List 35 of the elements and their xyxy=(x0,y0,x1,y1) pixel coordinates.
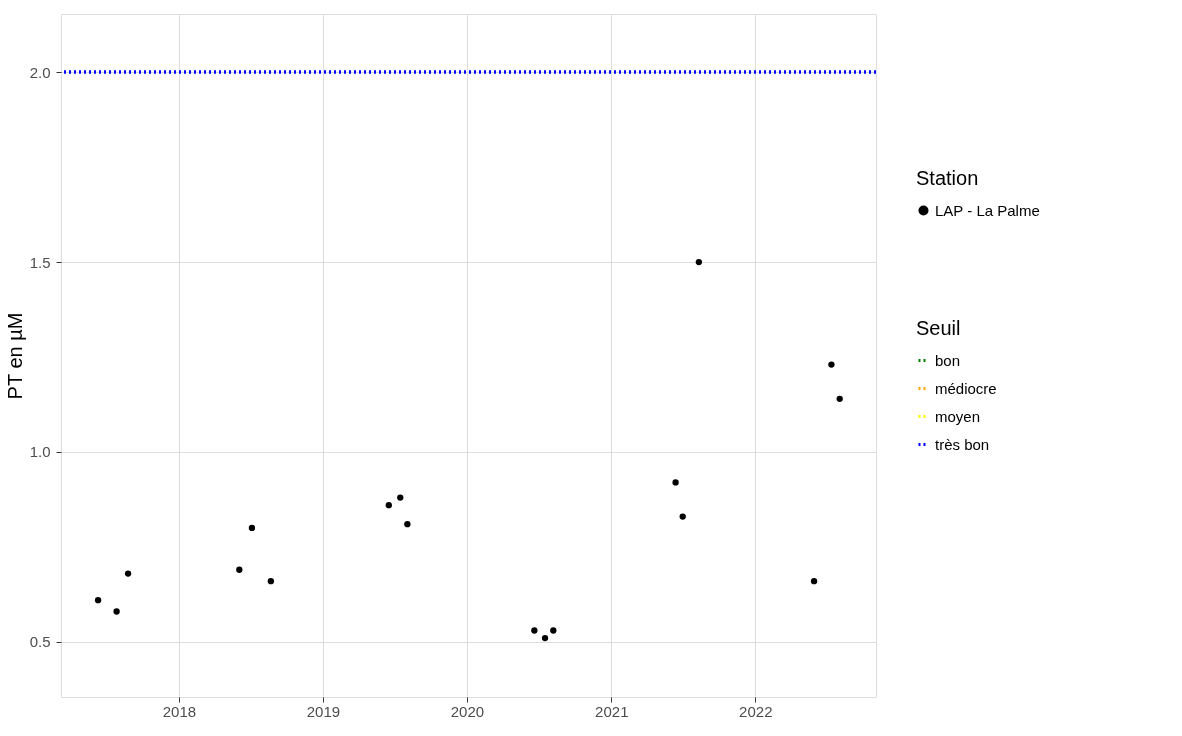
point xyxy=(248,524,256,532)
legend-label: bon xyxy=(935,351,961,369)
point xyxy=(836,395,843,402)
x-tick-label: 2018 xyxy=(162,702,197,720)
y-tick-label: 2.0 xyxy=(29,63,51,81)
legend-label: très bon xyxy=(935,435,990,453)
x-tick-label: 2021 xyxy=(595,702,629,720)
point xyxy=(679,513,686,520)
legend-label: moyen xyxy=(935,407,981,425)
y-tick-label: 0.5 xyxy=(29,633,51,651)
text: Station xyxy=(916,167,979,189)
point xyxy=(531,627,538,634)
point xyxy=(810,577,818,585)
point xyxy=(541,634,549,642)
text: Seuil xyxy=(916,317,961,339)
y-tick-label: 1.5 xyxy=(29,253,51,271)
point xyxy=(267,577,275,585)
y-axis-title: PT en µM xyxy=(3,312,26,400)
point xyxy=(385,502,392,509)
legend-label: LAP - La Palme xyxy=(935,201,1040,219)
point xyxy=(695,258,703,266)
point xyxy=(236,566,243,573)
point xyxy=(672,479,679,486)
point xyxy=(397,494,404,501)
x-tick-label: 2020 xyxy=(450,702,485,720)
x-tick-label: 2022 xyxy=(739,702,773,720)
point xyxy=(404,521,411,528)
point xyxy=(828,361,835,368)
point xyxy=(113,608,120,615)
point xyxy=(94,596,102,604)
point xyxy=(124,570,132,577)
x-tick-label: 2019 xyxy=(306,702,341,720)
legend-label: médiocre xyxy=(935,379,997,397)
point xyxy=(550,627,557,634)
y-tick-label: 1.0 xyxy=(29,443,51,461)
